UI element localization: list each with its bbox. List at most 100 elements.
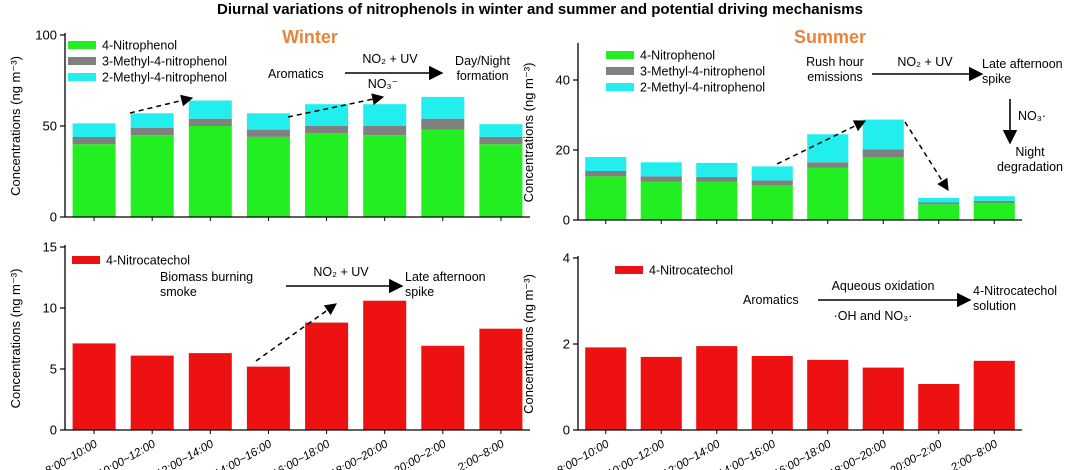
summer-nc-bar-4-nitrocatechol-2 — [696, 346, 738, 430]
winter-nc-bar-4-nitrocatechol-6 — [421, 345, 465, 430]
winter-np-pathway-top: NO₂ + UV — [362, 52, 418, 66]
winter-nitrophenol-panel: 0 50 100 Concentrations (ng m⁻³) 4-Nitrophen… — [8, 28, 530, 225]
summer-np-bar-2-methyl-4-nitrophenol-5 — [862, 119, 904, 150]
summer-np-bar-3-methyl-4-nitrophenol-5 — [862, 149, 904, 157]
summer-np-pathway-top: NO₂ + UV — [897, 55, 953, 69]
summer-np-bar-3-methyl-4-nitrophenol-2 — [696, 176, 738, 182]
winter-nc-bar-4-nitrocatechol-7 — [479, 328, 523, 430]
winter-np-bar-3-methyl-4-nitrophenol-3 — [246, 129, 290, 137]
summer-nc-bar-4-nitrocatechol-6 — [918, 384, 960, 430]
winter-np-bar-4-nitrophenol-6 — [421, 129, 465, 217]
winter-np-annotations: Winter Aromatics NO₂ + UV NO₃⁻ Day/Night… — [129, 27, 510, 118]
figure-title: Diurnal variations of nitrophenols in wi… — [217, 1, 863, 18]
summer-np-annotations: Summer Rush hour emissions NO₂ + UV Late… — [776, 27, 1063, 192]
summer-nc-x-tick-label-7: 2:00~8:00 — [948, 438, 1000, 470]
summer-nc-y-axis-label: Concentrations (ng m⁻³) — [521, 274, 536, 414]
summer-np-result: Late afternoon spike — [982, 57, 1063, 86]
summer-nc-x-tick-label-1: 10:00~12:00 — [605, 438, 667, 470]
summer-np-bar-2-methyl-4-nitrophenol-0 — [585, 157, 627, 171]
summer-np-y-tick-label-1: 20 — [556, 143, 570, 158]
winter-np-legend-label-1: 3-Methyl-4-nitrophenol — [102, 55, 227, 69]
winter-nc-x-tick-label-4: 16:00~18:00 — [270, 438, 332, 470]
summer-nc-x-tick-label-2: 12:00~14:00 — [661, 438, 723, 470]
summer-nc-bar-4-nitrocatechol-0 — [585, 347, 627, 430]
summer-np-bar-2-methyl-4-nitrophenol-2 — [696, 162, 738, 177]
winter-np-bar-2-methyl-4-nitrophenol-1 — [130, 113, 174, 128]
winter-np-dashed-arrow-2 — [287, 93, 385, 118]
winter-nc-legend-swatch-0 — [72, 256, 100, 264]
winter-np-result: Day/Night formation — [455, 54, 510, 83]
summer-nc-y-tick-label-2: 4 — [563, 251, 570, 266]
summer-np-legend-swatch-0 — [606, 51, 634, 59]
winter-np-source: Aromatics — [268, 67, 324, 81]
summer-np-bar-2-methyl-4-nitrophenol-3 — [751, 166, 793, 181]
winter-np-y-axis-label: Concentrations (ng m⁻³) — [8, 56, 23, 196]
summer-np-y-tick-label-0: 0 — [563, 213, 570, 228]
winter-nc-source: Biomass burning smoke — [160, 270, 254, 299]
summer-nc-bar-4-nitrocatechol-7 — [973, 360, 1015, 430]
winter-np-bar-2-methyl-4-nitrophenol-0 — [72, 123, 116, 137]
summer-nitrophenol-panel: 0 20 40 Concentrations (ng m⁻³) 4-Nitropheno… — [521, 43, 1022, 228]
winter-np-bar-3-methyl-4-nitrophenol-4 — [305, 126, 349, 134]
winter-nc-bar-4-nitrocatechol-3 — [246, 366, 290, 430]
summer-np-bar-4-nitrophenol-7 — [973, 202, 1015, 220]
summer-nc-pathway-bottom: ·OH and NO₃· — [834, 309, 913, 323]
winter-nc-x-tick-label-3: 14:00~16:00 — [212, 438, 274, 470]
winter-nc-dashed-arrow — [255, 303, 337, 362]
summer-np-bar-4-nitrophenol-5 — [862, 157, 904, 220]
winter-np-bar-2-methyl-4-nitrophenol-5 — [363, 104, 407, 126]
winter-nc-x-tick-label-6: 20:00~2:00 — [391, 438, 449, 470]
summer-np-dashed-arrow-2 — [904, 121, 949, 192]
summer-np-bar-3-methyl-4-nitrophenol-0 — [585, 171, 627, 177]
winter-season-label: Winter — [282, 27, 338, 47]
summer-nc-y-tick-label-1: 2 — [563, 337, 570, 352]
winter-np-pathway-bottom: NO₃⁻ — [368, 77, 398, 91]
winter-np-bar-4-nitrophenol-5 — [363, 135, 407, 217]
winter-np-bar-2-methyl-4-nitrophenol-7 — [479, 124, 523, 137]
winter-np-bar-4-nitrophenol-3 — [246, 136, 290, 217]
winter-np-bar-4-nitrophenol-2 — [188, 126, 232, 217]
summer-np-legend-label-0: 4-Nitrophenol — [640, 49, 715, 63]
winter-np-bar-4-nitrophenol-4 — [305, 133, 349, 217]
winter-nc-x-tick-label-5: 18:00~20:00 — [329, 438, 391, 470]
winter-np-y-tick-label-2: 100 — [35, 28, 57, 43]
winter-np-bar-3-methyl-4-nitrophenol-5 — [363, 126, 407, 136]
winter-np-bar-3-methyl-4-nitrophenol-7 — [479, 136, 523, 145]
winter-np-bar-2-methyl-4-nitrophenol-4 — [305, 104, 349, 126]
winter-nc-y-tick-label-1: 5 — [50, 362, 57, 377]
summer-nc-bar-4-nitrocatechol-3 — [751, 356, 793, 430]
summer-np-legend-swatch-1 — [606, 67, 634, 75]
winter-nc-y-axis-label: Concentrations (ng m⁻³) — [8, 269, 23, 409]
winter-nc-pathway-top: NO₂ + UV — [313, 265, 369, 279]
winter-np-y-tick-label-0: 0 — [50, 210, 57, 225]
winter-nc-x-tick-label-2: 12:00~14:00 — [154, 438, 216, 470]
winter-nc-bar-4-nitrocatechol-0 — [72, 343, 116, 430]
summer-nc-bar-4-nitrocatechol-1 — [640, 356, 682, 430]
summer-np-bar-2-methyl-4-nitrophenol-1 — [640, 162, 682, 177]
winter-np-legend-swatch-1 — [68, 57, 96, 65]
summer-nc-annotations: Aromatics Aqueous oxidation ·OH and NO₃·… — [743, 279, 1057, 323]
winter-np-dashed-arrow-1 — [129, 94, 194, 114]
winter-np-legend-swatch-0 — [68, 41, 96, 49]
winter-np-bar-2-methyl-4-nitrophenol-2 — [188, 100, 232, 119]
summer-np-pathway-down: NO₃· — [1018, 109, 1046, 123]
winter-np-bar-2-methyl-4-nitrophenol-3 — [246, 113, 290, 130]
summer-nc-result-box: 4-Nitrocatechol solution — [973, 284, 1057, 313]
winter-np-bar-4-nitrophenol-0 — [72, 144, 116, 217]
winter-np-bar-3-methyl-4-nitrophenol-6 — [421, 118, 465, 130]
winter-np-legend-label-0: 4-Nitrophenol — [102, 39, 177, 53]
winter-nc-bar-4-nitrocatechol-5 — [363, 300, 407, 430]
summer-np-bar-2-methyl-4-nitrophenol-7 — [973, 196, 1015, 201]
summer-np-bar-4-nitrophenol-3 — [751, 185, 793, 220]
winter-np-bar-2-methyl-4-nitrophenol-6 — [421, 96, 465, 119]
summer-nc-x-tick-label-4: 16:00~18:00 — [772, 438, 834, 470]
summer-season-label: Summer — [794, 27, 866, 47]
winter-nc-x-tick-label-1: 10:00~12:00 — [96, 438, 158, 470]
summer-np-bar-2-methyl-4-nitrophenol-6 — [918, 197, 960, 203]
summer-nc-legend-swatch-0 — [615, 266, 643, 274]
winter-np-result-box: Day/Night formation — [455, 54, 510, 83]
summer-np-bar-3-methyl-4-nitrophenol-3 — [751, 180, 793, 185]
summer-np-y-axis-label: Concentrations (ng m⁻³) — [521, 63, 536, 203]
winter-nc-source-box: Biomass burning smoke — [160, 270, 254, 299]
